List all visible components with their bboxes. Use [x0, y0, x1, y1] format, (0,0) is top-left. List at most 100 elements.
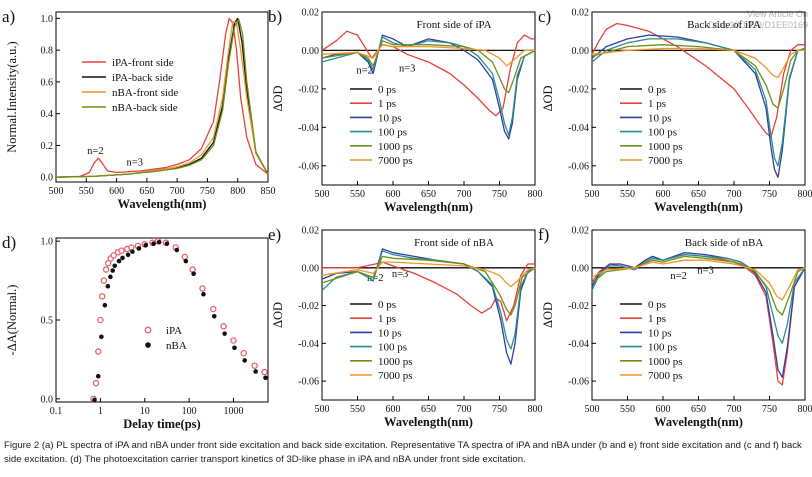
x-tick-label: 600: [656, 404, 671, 415]
y-tick-label: 0.2: [41, 141, 54, 152]
x-tick-label: 500: [585, 404, 600, 415]
x-tick-label: 500: [49, 186, 64, 197]
annotation-label: n=3: [392, 269, 408, 280]
legend-label: 1000 ps: [648, 141, 683, 153]
legend-label: 100 ps: [378, 342, 407, 354]
panel-letter: b): [268, 7, 282, 26]
legend-label: 0 ps: [378, 299, 396, 311]
legend-label: 100 ps: [648, 127, 677, 139]
y-tick-label: 1.0: [41, 14, 54, 25]
legend-label: 1 ps: [378, 98, 396, 110]
x-axis-label: Wavelength(nm): [654, 415, 743, 429]
x-axis-label: Delay time(ps): [123, 417, 200, 431]
series-line-10-ps: [591, 34, 806, 178]
y-tick-label: -0.04: [298, 123, 319, 134]
legend-label: 1 ps: [648, 98, 666, 110]
panel-title: Back side of nBA: [685, 237, 764, 249]
x-tick-label: 550: [350, 189, 365, 200]
x-tick-label: 650: [139, 186, 154, 197]
annotation-label: n=3: [697, 265, 713, 276]
x-tick-label: 650: [421, 404, 436, 415]
legend-label: 1 ps: [378, 313, 396, 325]
data-point-nba: [99, 334, 104, 340]
annotation-label: n=2: [87, 146, 103, 157]
legend-label: 0 ps: [648, 299, 666, 311]
data-point-nba: [105, 284, 111, 289]
x-axis-label: Wavelength(nm): [118, 197, 207, 211]
legend-label: nBA: [166, 340, 187, 352]
data-point-nba: [164, 241, 170, 247]
data-point-ipa: [98, 293, 106, 300]
x-tick-label: 750: [492, 189, 507, 200]
data-point-nba: [110, 268, 115, 273]
y-axis-label: ΔOD: [271, 85, 285, 111]
data-point-nba: [191, 271, 196, 276]
x-tick-label: 700: [170, 186, 185, 197]
data-point-nba: [242, 358, 247, 363]
x-tick-label: 1000: [223, 406, 243, 417]
x-tick-label: 10: [140, 406, 150, 417]
legend-label: 0 ps: [648, 84, 666, 96]
y-tick-label: 0.02: [302, 226, 320, 237]
y-tick-label: 0.4: [41, 109, 54, 120]
x-tick-label: 650: [691, 189, 706, 200]
x-tick-label: 550: [350, 404, 365, 415]
data-point-nba: [116, 258, 122, 264]
x-tick-label: 550: [620, 404, 635, 415]
plot-frame: [55, 11, 269, 183]
data-point-ipa: [220, 323, 227, 330]
figure-caption: Figure 2 (a) PL spectra of iPA and nBA u…: [4, 440, 802, 465]
y-tick-label: 0.02: [302, 8, 320, 19]
data-point-ipa: [118, 247, 125, 254]
x-tick-label: 600: [109, 186, 124, 197]
y-tick-label: 0.00: [302, 46, 320, 57]
x-tick-label: 800: [528, 404, 543, 415]
series-line-1-ps: [591, 22, 805, 138]
legend-marker: [144, 326, 152, 334]
figure-2: 500 550 600 650 700 750 800 850 0.0 0.2 0.4 0.6 0.8 1…: [2, 7, 812, 431]
legend-label: nBA-back side: [112, 102, 178, 114]
x-tick-label: 800: [798, 404, 812, 415]
data-point-ipa: [230, 337, 237, 344]
data-point-nba: [174, 247, 180, 253]
legend-label: 1000 ps: [648, 356, 683, 368]
x-tick-label: 750: [762, 189, 777, 200]
series-line-10-ps: [591, 252, 806, 378]
data-point-nba: [263, 375, 268, 381]
panel-title: Back side of iPA: [687, 19, 761, 31]
data-point-ipa: [240, 349, 247, 357]
data-point-nba: [136, 246, 142, 251]
panel-b: 500 550 600 650 700 750 800 0.02 0.00 -0.02 -0.04 -…: [268, 7, 543, 214]
series-line-7000-ps: [321, 261, 536, 288]
y-tick-label: 0.02: [572, 8, 590, 19]
x-axis-label: Wavelength(nm): [654, 200, 743, 214]
x-tick-label: 700: [457, 189, 472, 200]
data-point-nba: [253, 369, 258, 374]
series-line-ipa-front-side: [55, 17, 269, 178]
x-tick-label: 800: [230, 186, 245, 197]
series-line-7000-ps: [321, 44, 535, 67]
legend: iPA-front side iPA-back side nBA-front sid…: [82, 57, 178, 114]
panel-letter: a): [2, 7, 15, 26]
legend-label: 10 ps: [378, 327, 402, 339]
data-point-nba: [125, 252, 131, 258]
panel-letter: e): [268, 225, 281, 244]
annotation-label: n=3: [127, 157, 143, 168]
series-line-nba-back-side: [55, 19, 269, 178]
x-tick-label: 700: [727, 404, 742, 415]
data-point-ipa: [92, 379, 100, 387]
x-tick-label: 650: [421, 189, 436, 200]
data-point-nba: [156, 239, 162, 245]
data-point-nba: [201, 291, 206, 297]
y-tick-label: 0.00: [302, 263, 320, 274]
data-point-nba: [102, 302, 108, 308]
x-tick-label: 650: [691, 404, 706, 415]
data-point-nba: [151, 241, 156, 247]
x-axis-label: Wavelength(nm): [384, 200, 473, 214]
panel-a: 500 550 600 650 700 750 800 850 0.0 0.2 0.4 0.6 0.8 1…: [2, 7, 276, 211]
legend-label: 7000 ps: [378, 155, 413, 167]
y-tick-label: -0.06: [568, 161, 589, 172]
data-point-ipa: [261, 368, 268, 376]
x-axis-label: Wavelength(nm): [384, 415, 473, 429]
annotation-label: n=2: [670, 271, 686, 282]
